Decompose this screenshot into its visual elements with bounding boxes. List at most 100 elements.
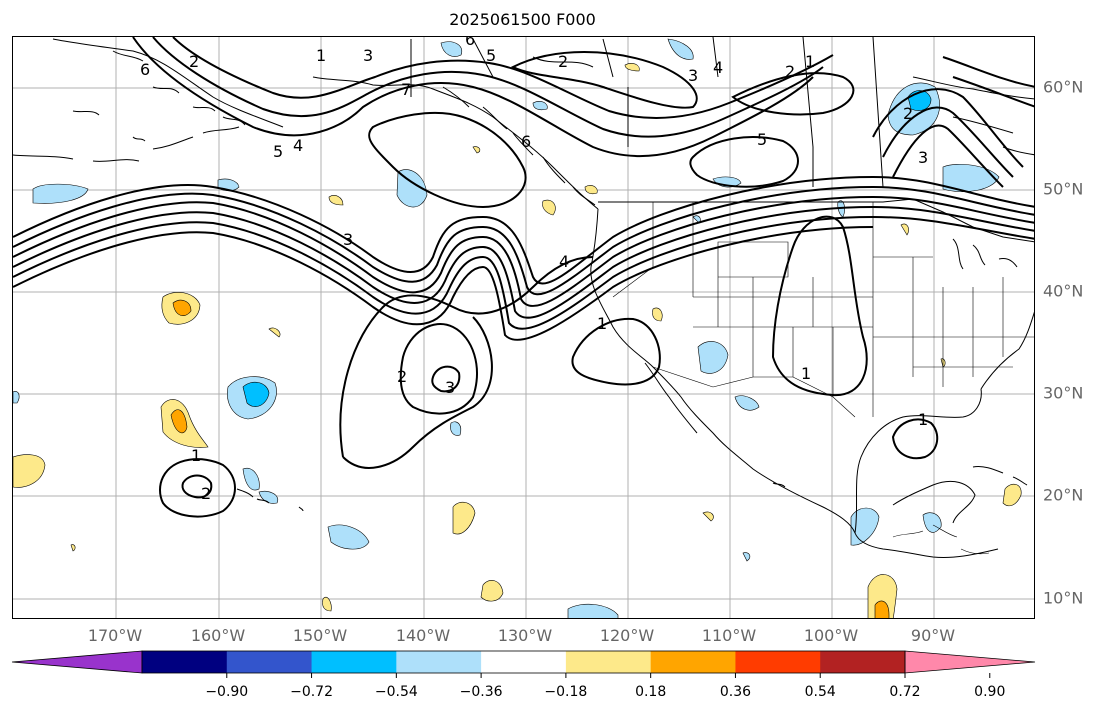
map-panel: 1 3 6 2 6 5 2 3 4 2 1 7 5 4 3 6 5 4 1 2 … [12,36,1035,619]
border-us-canada [598,198,1034,243]
colorbar-frame [141,650,906,674]
colorbar-extend-low [11,650,143,674]
contour-line [368,111,527,209]
contour-label: 3 [363,46,373,65]
colorbar-tick-label: 0.54 [804,684,836,700]
contour-line [399,322,478,415]
shade-blob [472,146,481,154]
lon-label: 170°W [87,626,143,645]
shade-blob [328,195,344,206]
shade-blob [702,511,714,522]
shade-blob [268,327,281,338]
shade-blob [440,41,463,57]
contour-line [689,136,799,188]
shade-blob [532,101,548,111]
shade-blob [1002,483,1022,507]
colorbar [11,650,1036,678]
contour-line [771,215,868,397]
lat-label: 10°N [1043,588,1084,608]
contour-label: 5 [486,46,496,65]
lon-label: 100°W [803,626,859,645]
colorbar-tick-label: −0.72 [290,684,333,700]
shade-blob [542,199,556,216]
coastlines [13,37,1034,558]
contour-lines [13,37,1034,518]
lon-label: 90°W [910,626,956,645]
contour-label: 4 [713,58,723,77]
shade-blob [327,524,370,550]
shade-blob [697,341,729,374]
colorbar-segment [396,651,482,673]
colorbar-tick-label: −0.18 [544,684,588,700]
border-mexico [652,366,990,555]
coastline-west [590,208,999,558]
contour-line [172,37,834,119]
contour-label: 6 [465,37,475,49]
coastline-alaska [52,38,599,210]
lon-label: 120°W [599,626,655,645]
colorbar-segment [820,651,906,673]
shade-blob [942,164,1000,192]
contour-line [181,474,213,499]
shade-blob [624,63,640,72]
contour-label: 1 [801,364,811,383]
shade-blob [452,501,476,535]
shade-blob [874,600,890,618]
shade-blob [652,307,663,322]
contour-label: 4 [559,252,569,271]
lat-label: 40°N [1043,281,1084,301]
coastline-east [980,311,1034,390]
contour-label: 2 [558,52,568,71]
shade-blob [567,603,619,618]
shade-blob [13,454,46,488]
islands-caribbean [772,466,1028,488]
colorbar-tick-label: −0.54 [374,684,418,700]
contour-label: 1 [597,314,607,333]
shade-blob [172,299,192,316]
border-canada [410,37,884,188]
colorbar-segment [481,651,567,673]
map-canvas: 1 3 6 2 6 5 2 3 4 2 1 7 5 4 3 6 5 4 1 2 … [13,37,1034,618]
contour-label: 1 [191,446,201,465]
contour-label: 1 [918,410,928,429]
lon-label: 150°W [292,626,348,645]
contour-line [872,88,1024,188]
shaded-field [13,38,1022,618]
colorbar-tick-label: −0.90 [205,684,249,700]
great-lakes [952,238,1018,270]
contour-line [731,72,855,116]
shade-blob [396,169,428,208]
colorbar-segment [650,651,736,673]
lon-label: 130°W [497,626,553,645]
contour-line [132,37,814,158]
shade-blob [32,183,89,204]
colorbar-segment [735,651,821,673]
shade-blob [922,512,942,533]
contour-label: 2 [903,104,913,123]
contour-line [571,317,661,386]
shade-blob [170,409,188,434]
contour-label: 3 [918,148,928,167]
contour-line [13,185,1034,296]
shade-blob [322,596,332,612]
coastline-gulf [854,388,982,534]
shade-blob [258,490,279,504]
lat-label: 50°N [1043,179,1084,199]
contour-label: 1 [316,46,326,65]
contour-line [13,205,1034,319]
colorbar-tick-label: 0.18 [635,684,667,700]
shade-blob [13,391,20,404]
contour-label: 3 [688,66,698,85]
contour-label: 2 [201,484,211,503]
shade-blob [734,395,760,411]
colorbar-extend-high [904,650,1036,674]
contour-line [13,175,1034,285]
colorbar-segment [565,651,652,673]
contour-line [942,56,1034,108]
coastline-aleutians [13,126,240,162]
contour-line [431,365,461,393]
contour-label: 5 [273,142,283,161]
lon-label: 110°W [701,626,757,645]
shade-blob [480,580,504,602]
colorbar-segment [226,651,313,673]
